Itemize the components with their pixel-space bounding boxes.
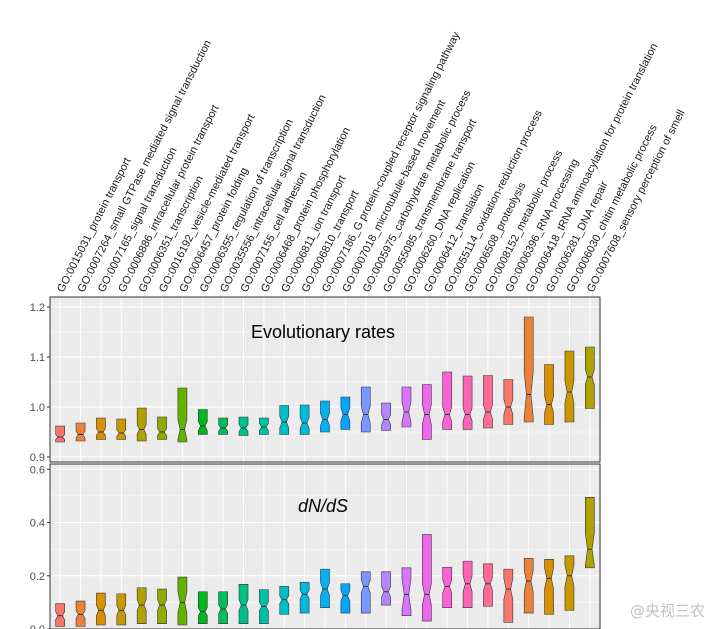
box-evolutionary-rates-8 [197, 409, 208, 435]
box-dn-ds-16 [360, 571, 371, 614]
box-evolutionary-rates-4 [116, 418, 127, 440]
box-evolutionary-rates-3 [96, 417, 106, 440]
box-evolutionary-rates-20 [442, 371, 453, 430]
box-evolutionary-rates-27 [585, 346, 595, 409]
box-dn-ds-14 [320, 568, 330, 609]
box-evolutionary-rates-13 [299, 404, 310, 435]
box-dn-ds-15 [340, 583, 351, 614]
box-evolutionary-rates-21 [462, 375, 473, 430]
y-tick-label: 0.0 [30, 624, 45, 629]
box-dn-ds-18 [401, 567, 412, 616]
box-dn-ds-9 [218, 591, 228, 624]
box-evolutionary-rates-6 [157, 416, 167, 440]
box-dn-ds-7 [177, 576, 188, 626]
watermark: @央视三农 [629, 602, 705, 620]
box-evolutionary-rates-10 [238, 416, 249, 436]
y-tick-label: 0.4 [30, 518, 45, 530]
box-dn-ds-20 [442, 566, 453, 609]
box-dn-ds-1 [55, 603, 65, 627]
box-evolutionary-rates-25 [544, 364, 554, 425]
panel-dn-ds: 0.0 0.2 0.4 0.6 [30, 463, 601, 629]
box-evolutionary-rates-23 [503, 379, 514, 425]
y-tick-label: 0.6 [30, 464, 45, 476]
category-labels: GO:0015031_protein transportGO:0007264_s… [55, 30, 687, 295]
box-dn-ds-26 [564, 555, 575, 611]
box-evolutionary-rates-16 [360, 386, 371, 433]
box-evolutionary-rates-9 [218, 417, 228, 435]
box-dn-ds-3 [96, 592, 106, 626]
box-dn-ds-22 [483, 563, 493, 607]
y-tick-label: 1.2 [30, 302, 45, 314]
category-label: GO:0006030_chitin metabolic process [564, 122, 660, 294]
panel-border [49, 296, 601, 463]
box-dn-ds-17 [381, 571, 391, 606]
box-evolutionary-rates-2 [75, 422, 86, 442]
box-dn-ds-27 [585, 496, 595, 569]
box-evolutionary-rates-1 [55, 425, 65, 443]
box-evolutionary-rates-24 [523, 316, 534, 423]
box-evolutionary-rates-14 [320, 400, 330, 433]
box-dn-ds-2 [75, 600, 86, 627]
panel-title-dn-ds: dN/dS [298, 496, 348, 516]
box-dn-ds-23 [503, 568, 514, 623]
panel-title-evolutionary-rates: Evolutionary rates [251, 322, 395, 342]
box-evolutionary-rates-5 [136, 407, 147, 442]
y-tick-label: 0.2 [30, 571, 45, 583]
panel-border [49, 463, 601, 629]
box-evolutionary-rates-11 [259, 417, 269, 435]
box-dn-ds-4 [116, 593, 127, 626]
box-dn-ds-5 [136, 587, 147, 624]
box-evolutionary-rates-18 [401, 386, 412, 428]
box-dn-ds-10 [238, 583, 249, 624]
y-tick-label: 0.9 [30, 452, 45, 464]
box-dn-ds-24 [523, 558, 534, 614]
box-dn-ds-21 [462, 560, 473, 609]
box-evolutionary-rates-15 [340, 396, 351, 430]
box-evolutionary-rates-7 [177, 387, 188, 443]
y-tick-label: 1.1 [30, 352, 45, 364]
box-evolutionary-rates-17 [381, 402, 391, 431]
box-evolutionary-rates-26 [564, 350, 575, 423]
box-dn-ds-8 [197, 591, 208, 624]
box-evolutionary-rates-22 [483, 375, 493, 429]
box-dn-ds-19 [422, 534, 432, 622]
box-evolutionary-rates-12 [279, 405, 290, 435]
panel-evolutionary-rates: 0.9 1.0 1.1 1.2 [30, 296, 601, 464]
box-evolutionary-rates-19 [422, 384, 432, 440]
box-dn-ds-13 [299, 582, 310, 614]
box-dn-ds-12 [279, 586, 290, 615]
box-dn-ds-25 [544, 558, 554, 615]
box-dn-ds-6 [157, 588, 167, 624]
y-tick-label: 1.0 [30, 402, 45, 414]
